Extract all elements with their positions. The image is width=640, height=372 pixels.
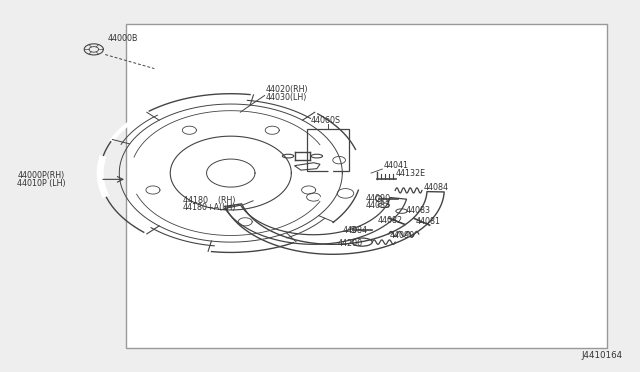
Text: 44083: 44083	[366, 201, 391, 210]
Text: 44082: 44082	[378, 216, 403, 225]
Text: 44041: 44041	[384, 161, 409, 170]
Text: 44030(LH): 44030(LH)	[266, 93, 307, 102]
Text: 44090: 44090	[390, 231, 415, 240]
Text: 44090: 44090	[366, 194, 391, 203]
Text: 44084: 44084	[424, 183, 449, 192]
Text: 44084: 44084	[343, 226, 368, 235]
Text: 44083: 44083	[406, 206, 431, 215]
Text: 44020(RH): 44020(RH)	[266, 85, 308, 94]
Text: 44081: 44081	[415, 217, 440, 227]
Text: 44010P (LH): 44010P (LH)	[17, 179, 66, 188]
Bar	[307, 129, 349, 171]
Text: 44180+A(LH): 44180+A(LH)	[183, 203, 237, 212]
Text: J4410164: J4410164	[582, 351, 623, 360]
Text: 44200: 44200	[338, 239, 363, 248]
Text: 44000P(RH): 44000P(RH)	[17, 171, 65, 180]
Bar	[125, 23, 607, 349]
Text: 44132E: 44132E	[395, 169, 426, 178]
Text: 44180    (RH): 44180 (RH)	[183, 196, 236, 205]
Text: 44060S: 44060S	[310, 116, 340, 125]
Text: 44000B: 44000B	[108, 34, 138, 43]
